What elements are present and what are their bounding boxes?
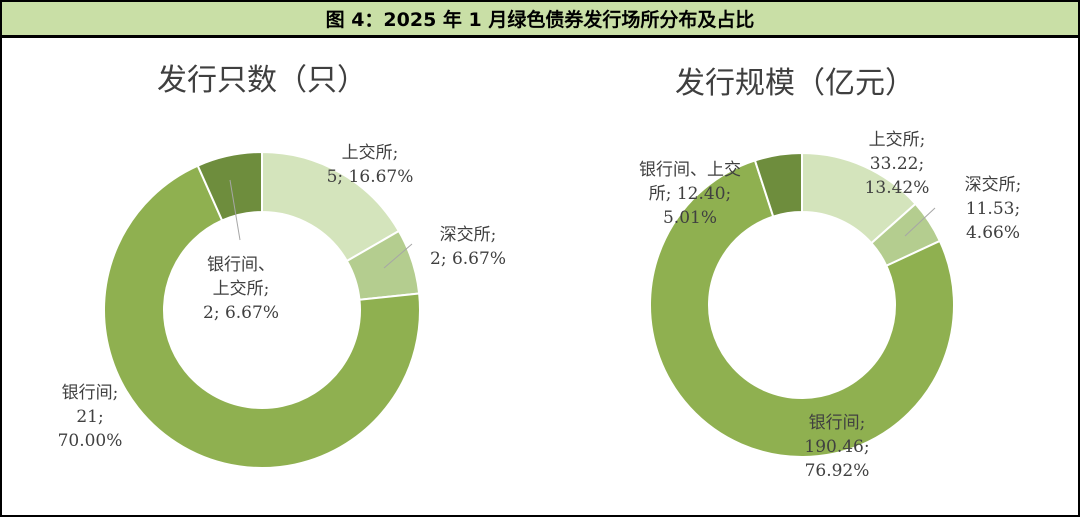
donut-chart-1: 发行只数（只） 上交所; 5; 16.67% 深交所; 2; 6.67% 银行间; 21; 7…	[58, 63, 506, 469]
data-label-银行间: 银行间; 190.46; 76.92%	[804, 413, 869, 481]
donut-slice-银行间、上交所	[196, 150, 263, 222]
figure-title: 图 4：2025 年 1 月绿色债券发行场所分布及占比	[325, 9, 755, 31]
donut-slice-银行间、上交所	[753, 151, 803, 218]
data-label-银行间、上交所: 银行间、上交所; 12.40; 5.01%	[639, 160, 741, 228]
donut-slice-银行间	[649, 159, 955, 458]
data-label-上交所: 上交所; 5; 16.67%	[327, 143, 414, 187]
data-label-深交所: 深交所; 11.53; 4.66%	[965, 175, 1022, 243]
chart-title: 发行只数（只）	[157, 63, 367, 98]
donut-slice-银行间	[103, 164, 421, 469]
data-label-银行间、上交所: 银行间、上交所; 2; 6.67%	[203, 255, 279, 323]
data-label-银行间: 银行间; 21; 70.00%	[58, 383, 123, 451]
leader-line	[904, 207, 936, 237]
data-label-上交所: 上交所; 33.22; 13.42%	[865, 130, 930, 198]
data-label-深交所: 深交所; 2; 6.67%	[430, 225, 506, 269]
chart-title: 发行规模（亿元）	[675, 66, 915, 101]
leader-line	[229, 179, 241, 241]
leader-line	[383, 243, 413, 269]
figure-header: 图 4：2025 年 1 月绿色债券发行场所分布及占比	[2, 2, 1078, 38]
donut-chart-2: 发行规模（亿元） 上交所; 33.22; 13.42% 深交所; 11.53; 4.66% 银…	[639, 66, 1021, 481]
